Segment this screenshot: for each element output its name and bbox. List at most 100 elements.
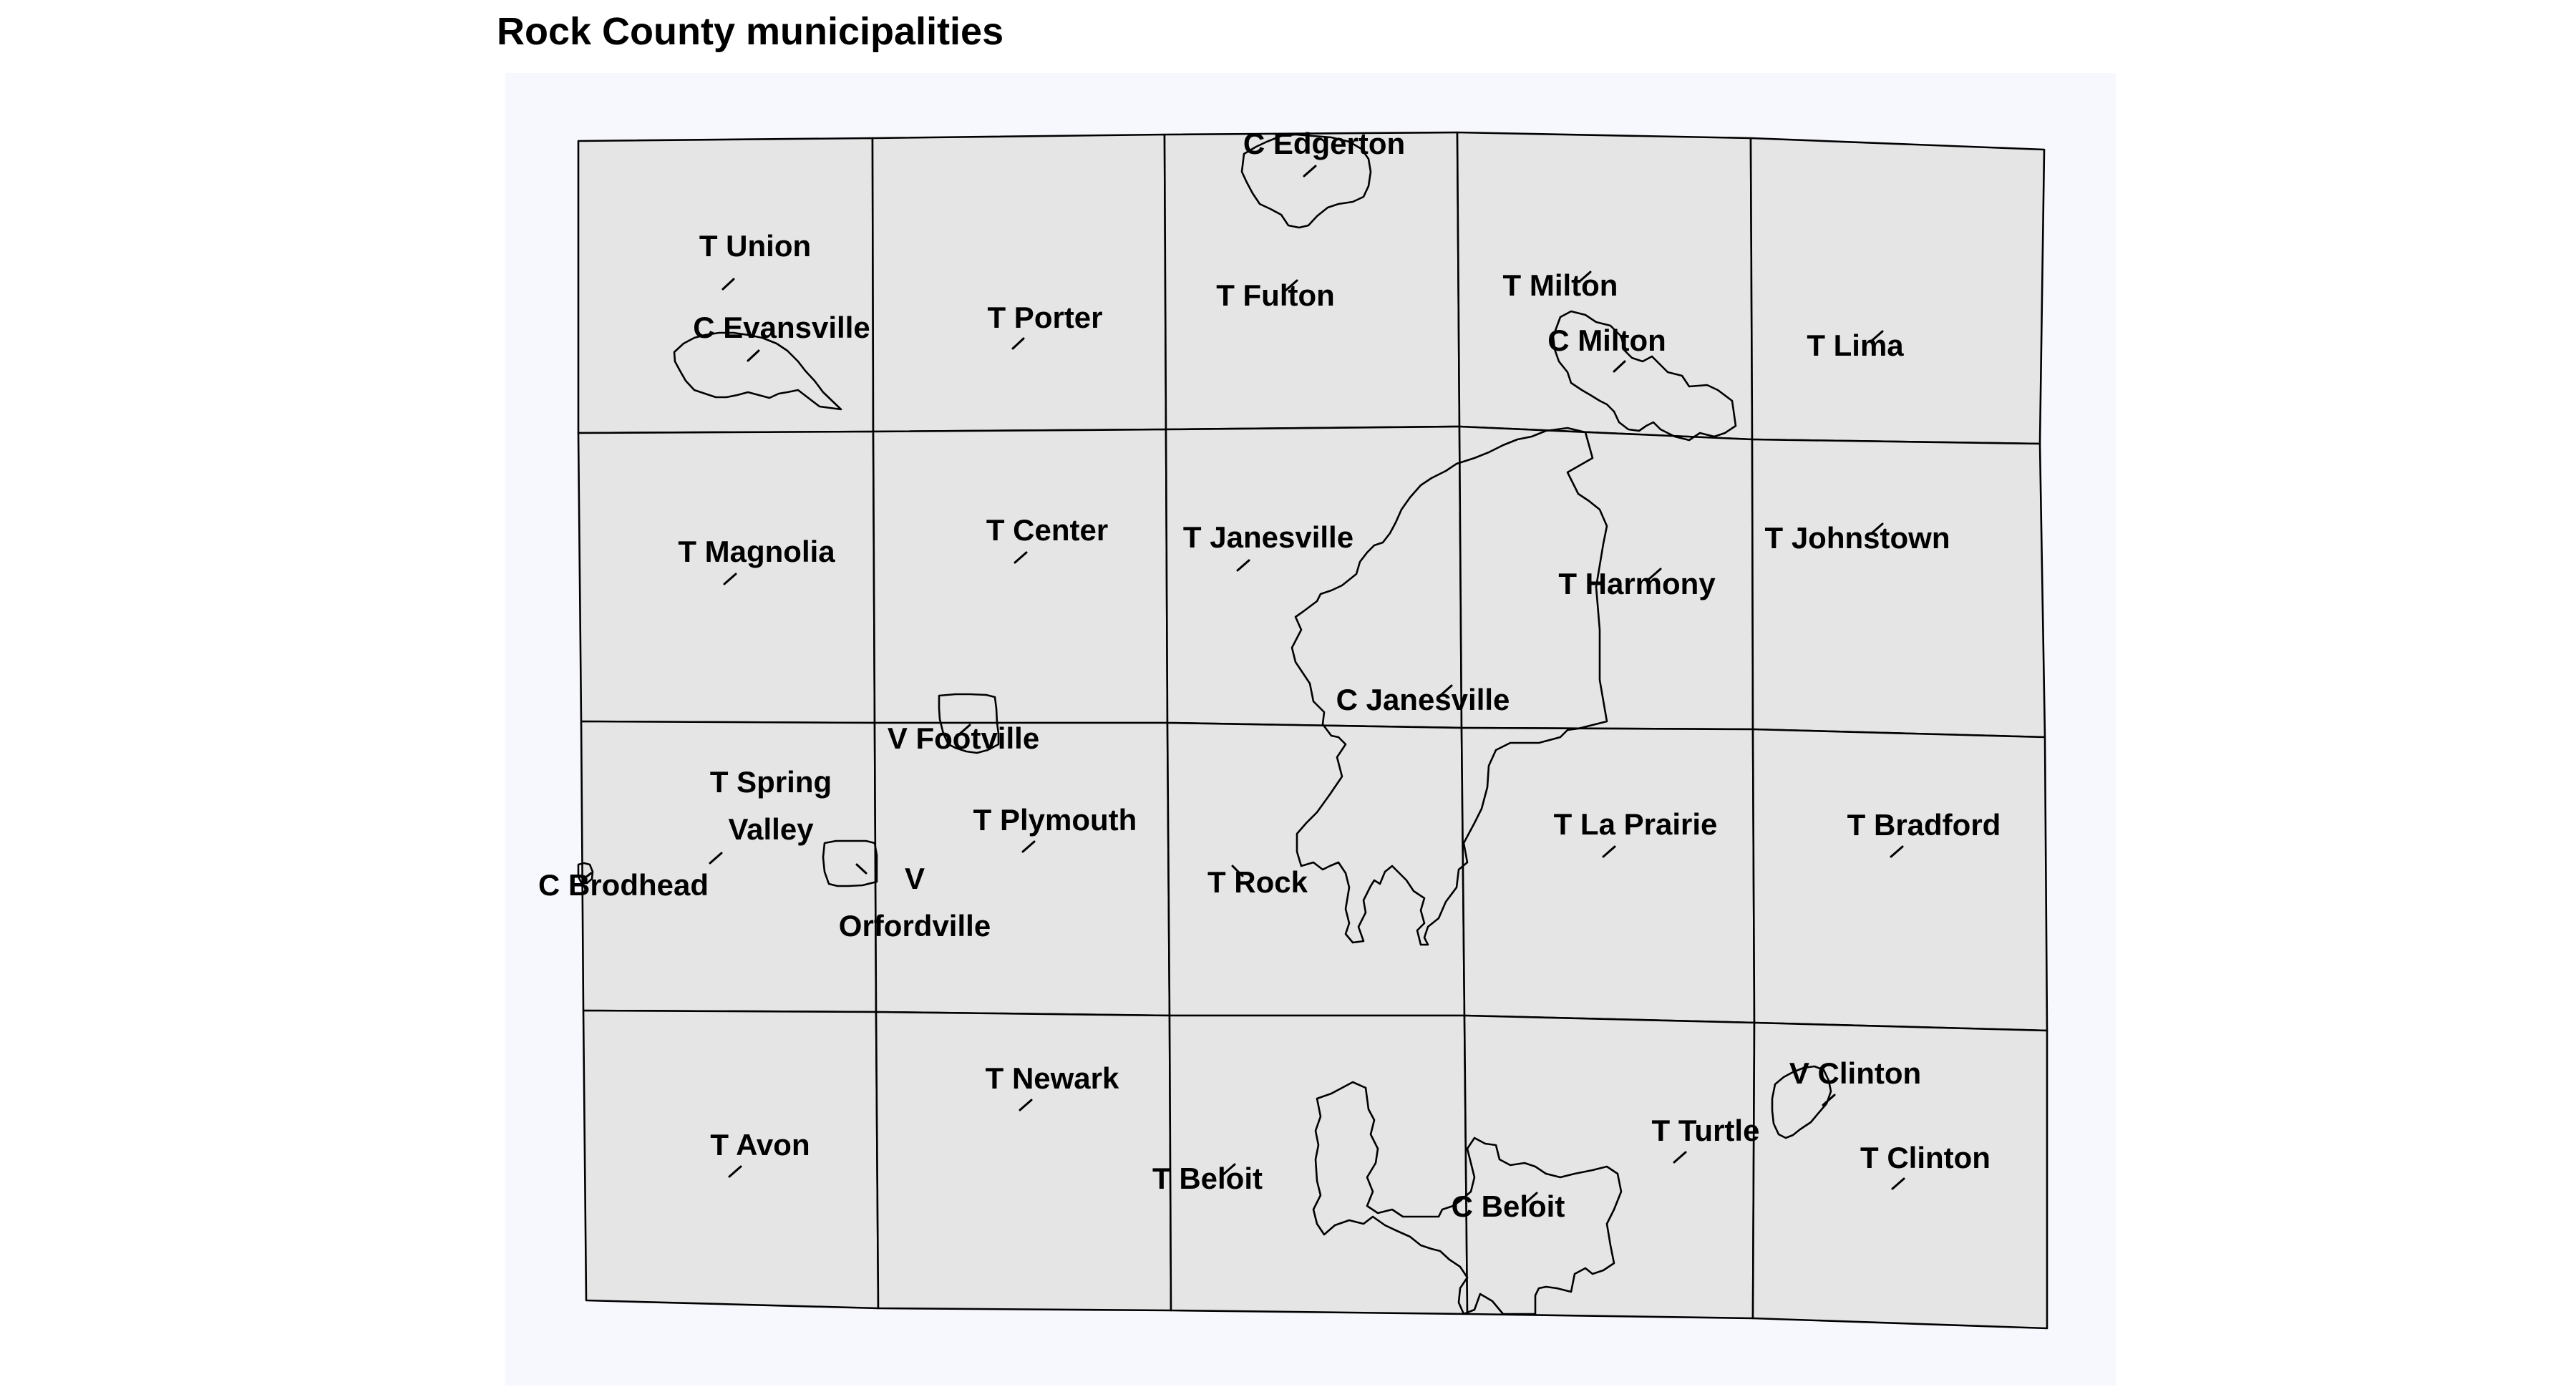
c-beloit-leader — [1524, 1192, 1538, 1204]
t-clinton-label: T Clinton — [1860, 1141, 1991, 1174]
t-porter-leader — [1011, 337, 1025, 350]
v-clinton-leader — [1822, 1094, 1836, 1106]
township-polygon — [1749, 137, 2046, 445]
c-milton-leader — [1613, 360, 1626, 373]
v-clinton-boundary — [1771, 1065, 1832, 1139]
c-beloit-label: C Beloit — [1452, 1189, 1565, 1223]
t-la-prairie-label-line: T La Prairie — [1554, 807, 1718, 841]
v-orfordville-leader — [855, 863, 867, 875]
c-evansville-boundary — [673, 331, 842, 411]
v-footville-leader — [957, 724, 971, 736]
c-milton-label-line: C Milton — [1547, 323, 1666, 357]
township-polygon — [1463, 1014, 1756, 1320]
c-beloit-label-line: C Beloit — [1452, 1189, 1565, 1223]
c-janesville-label: C Janesville — [1336, 683, 1510, 716]
t-spring-valley-label-line: Valley — [728, 812, 814, 846]
v-orfordville-label: V Orfordville — [839, 862, 991, 943]
v-clinton-label: V Clinton — [1789, 1056, 1921, 1090]
t-plymouth-label: T Plymouth — [973, 803, 1137, 837]
c-edgerton-boundary — [1240, 133, 1372, 229]
v-orfordville-boundary — [822, 839, 878, 887]
c-milton-boundary — [1552, 310, 1737, 442]
t-rock-label: T Rock — [1207, 865, 1308, 899]
township-polygon — [1460, 726, 1756, 1024]
c-beloit-boundary — [1312, 1081, 1623, 1315]
v-footville-boundary — [938, 693, 1000, 754]
v-orfordville-label-line: Orfordville — [839, 909, 991, 943]
municipality-labels: T Union C Evansville T Porter C Edgerton T F… — [538, 127, 2001, 1223]
c-edgerton-label-line: C Edgerton — [1243, 127, 1405, 160]
t-union-label-line: T Union — [699, 229, 811, 263]
t-magnolia-label-line: T Magnolia — [678, 535, 835, 568]
c-edgerton-label: C Edgerton — [1243, 127, 1405, 160]
township-polygon — [872, 428, 1169, 724]
c-janesville-leader — [1439, 684, 1453, 697]
c-brodhead-label: C Brodhead — [538, 868, 709, 902]
label-leader-lines — [584, 165, 1905, 1204]
t-johnstown-label-line: T Johnstown — [1765, 521, 1950, 555]
t-clinton-leader — [1891, 1177, 1905, 1190]
t-spring-valley-label-line: T Spring — [710, 765, 832, 799]
c-janesville-boundary — [1291, 427, 1608, 946]
c-milton-label: C Milton — [1547, 323, 1666, 357]
t-milton-leader — [1578, 271, 1592, 283]
t-turtle-label: T Turtle — [1652, 1114, 1760, 1147]
t-beloit-leader — [1222, 1163, 1236, 1176]
township-polygon — [871, 133, 1167, 433]
township-polygon — [577, 430, 876, 724]
c-evansville-label: C Evansville — [693, 311, 870, 344]
township-polygon — [1751, 1021, 2048, 1330]
t-spring-valley-leader — [709, 852, 723, 865]
t-janesville-label-line: T Janesville — [1183, 520, 1353, 554]
t-johnstown-leader — [1870, 522, 1884, 535]
c-evansville-leader — [747, 349, 760, 362]
t-fulton-leader — [1284, 279, 1298, 292]
incorporated-places-layer — [577, 133, 1832, 1315]
t-center-leader — [1014, 551, 1028, 564]
t-fulton-label: T Fulton — [1216, 278, 1335, 312]
townships-layer — [577, 131, 2048, 1330]
c-edgerton-leader — [1303, 165, 1317, 177]
t-plymouth-label-line: T Plymouth — [973, 803, 1137, 837]
township-polygon — [1751, 728, 2048, 1032]
t-johnstown-label: T Johnstown — [1765, 521, 1950, 555]
t-bradford-label-line: T Bradford — [1847, 808, 2001, 842]
t-milton-label-line: T Milton — [1503, 268, 1618, 302]
t-newark-label: T Newark — [986, 1061, 1119, 1095]
t-spring-valley-label: T Spring Valley — [710, 765, 832, 846]
t-harmony-label: T Harmony — [1558, 567, 1716, 600]
c-evansville-label-line: C Evansville — [693, 311, 870, 344]
t-avon-label: T Avon — [710, 1128, 810, 1162]
t-lima-label-line: T Lima — [1807, 328, 1904, 362]
t-union-label: T Union — [699, 229, 811, 263]
map-title: Rock County municipalities — [497, 10, 1003, 53]
t-turtle-label-line: T Turtle — [1652, 1114, 1760, 1147]
t-rock-label-line: T Rock — [1207, 865, 1308, 899]
t-milton-label: T Milton — [1503, 268, 1618, 302]
t-avon-leader — [728, 1165, 742, 1178]
t-harmony-leader — [1648, 568, 1662, 580]
t-fulton-label-line: T Fulton — [1216, 278, 1335, 312]
t-center-label: T Center — [986, 513, 1108, 547]
t-lima-label: T Lima — [1807, 328, 1904, 362]
v-footville-label-line: V Footville — [888, 721, 1039, 755]
t-la-prairie-leader — [1602, 845, 1616, 858]
t-la-prairie-label: T La Prairie — [1554, 807, 1718, 841]
t-porter-label: T Porter — [987, 301, 1102, 334]
c-brodhead-leader — [584, 872, 593, 879]
township-polygon — [1751, 438, 2046, 739]
t-clinton-label-line: T Clinton — [1860, 1141, 1991, 1174]
township-polygon — [875, 1011, 1172, 1312]
t-harmony-label-line: T Harmony — [1558, 567, 1716, 600]
t-center-label-line: T Center — [986, 513, 1108, 547]
c-brodhead-label-line: C Brodhead — [538, 868, 709, 902]
t-magnolia-leader — [723, 573, 737, 585]
t-magnolia-label: T Magnolia — [678, 535, 835, 568]
t-beloit-label: T Beloit — [1152, 1162, 1263, 1195]
c-brodhead-boundary — [577, 862, 594, 885]
t-janesville-label: T Janesville — [1183, 520, 1353, 554]
t-bradford-label: T Bradford — [1847, 808, 2001, 842]
v-footville-label: V Footville — [888, 721, 1039, 755]
t-turtle-leader — [1673, 1151, 1687, 1164]
